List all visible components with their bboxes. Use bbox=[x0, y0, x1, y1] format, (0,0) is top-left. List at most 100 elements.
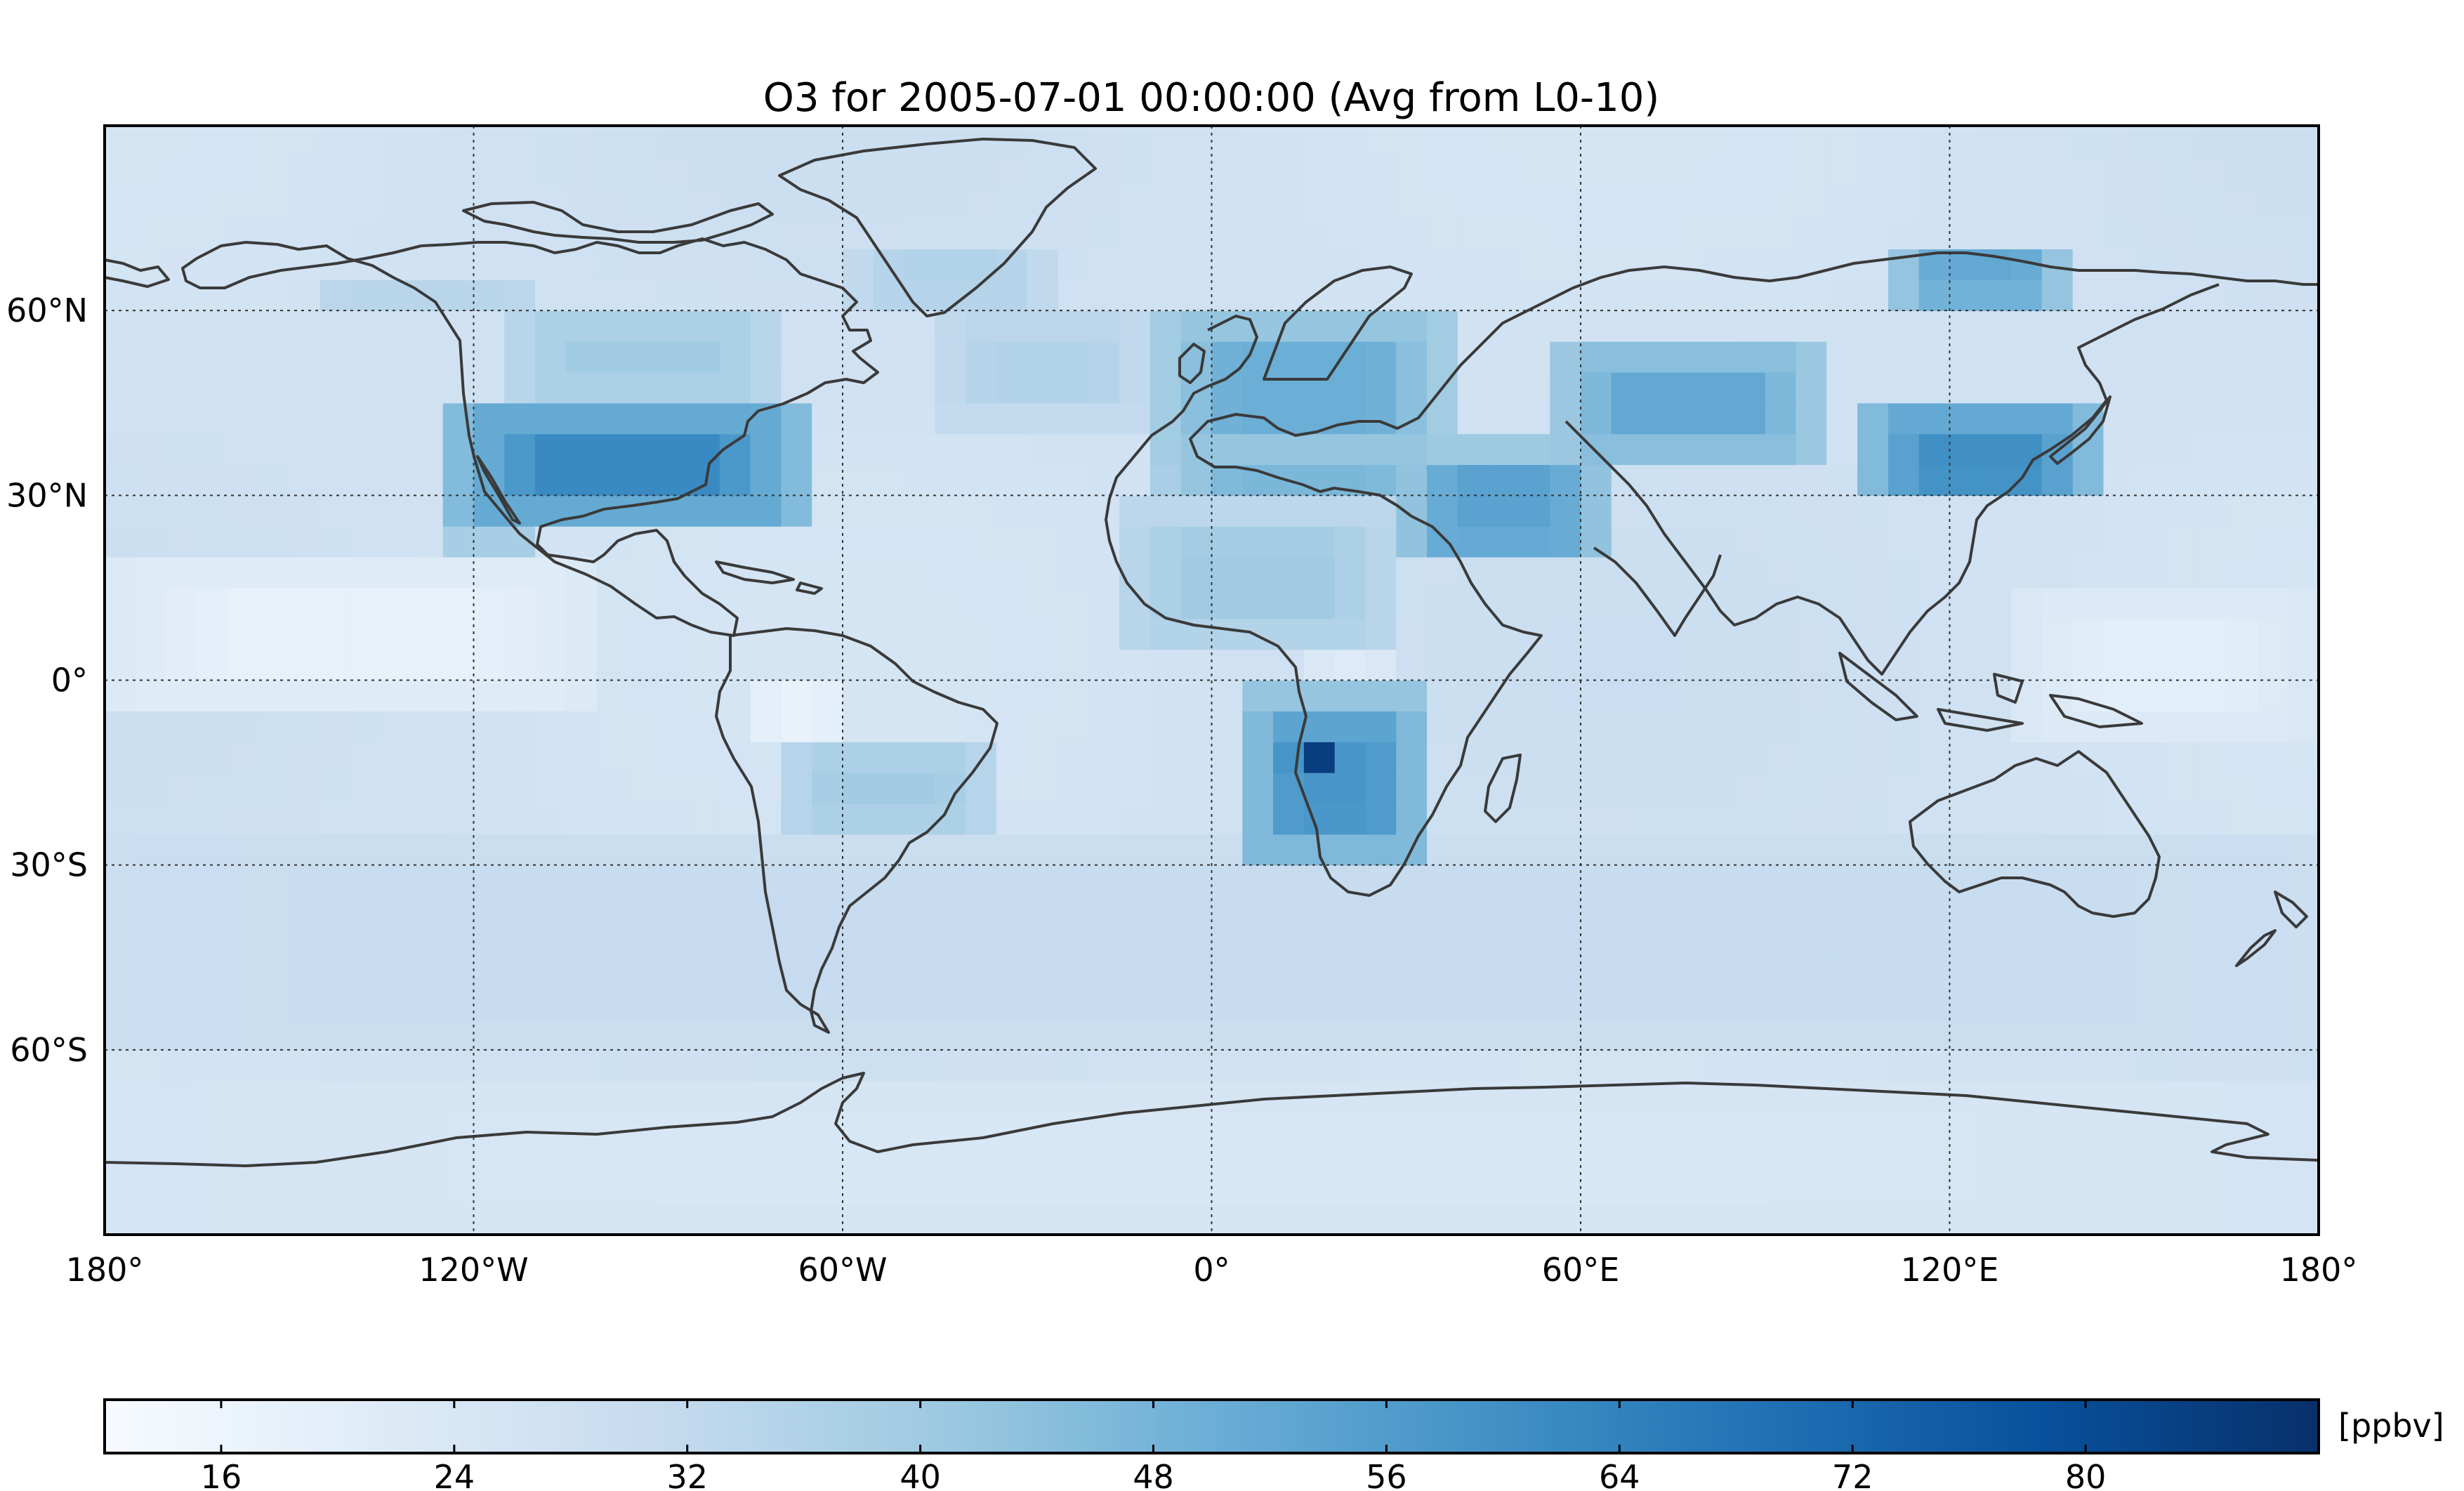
heatmap-cell bbox=[135, 618, 167, 650]
heatmap-cell bbox=[289, 957, 321, 989]
heatmap-cell bbox=[1887, 1080, 1920, 1112]
heatmap-cell bbox=[1365, 742, 1397, 773]
heatmap-cell bbox=[1180, 988, 1213, 1020]
colorbar-tick-label: 48 bbox=[1133, 1458, 1174, 1491]
heatmap-cell bbox=[1550, 526, 1581, 558]
heatmap-cell bbox=[750, 773, 782, 804]
heatmap-cell bbox=[197, 280, 228, 311]
heatmap-cell bbox=[1550, 711, 1581, 742]
colorbar-unit-label: [ppbv] bbox=[2338, 1407, 2444, 1445]
heatmap-cell bbox=[381, 587, 413, 619]
heatmap-cell bbox=[1457, 495, 1489, 527]
heatmap-cell bbox=[1734, 895, 1766, 927]
heatmap-cell bbox=[873, 1080, 905, 1112]
heatmap-cell bbox=[1334, 618, 1366, 650]
heatmap-cell bbox=[1857, 618, 1889, 650]
heatmap-cell bbox=[1519, 557, 1550, 589]
heatmap-cell bbox=[689, 1142, 720, 1174]
coastline-india bbox=[1593, 546, 1722, 637]
heatmap-cell bbox=[1211, 156, 1243, 188]
heatmap-cell bbox=[2226, 865, 2258, 897]
heatmap-cell bbox=[996, 402, 1028, 435]
heatmap-cell bbox=[873, 1204, 905, 1235]
heatmap-cell bbox=[750, 372, 782, 404]
heatmap-cell bbox=[1088, 495, 1120, 527]
heatmap-cell bbox=[319, 957, 351, 989]
heatmap-cell bbox=[1334, 280, 1366, 311]
heatmap-cell bbox=[135, 742, 167, 773]
heatmap-cell bbox=[1704, 988, 1735, 1020]
heatmap-cell bbox=[1704, 1049, 1735, 1082]
heatmap-cell bbox=[289, 1049, 321, 1082]
heatmap-cell bbox=[1918, 957, 1951, 989]
heatmap-cell bbox=[2011, 495, 2043, 527]
heatmap-cell bbox=[473, 1049, 505, 1082]
heatmap-cell bbox=[996, 526, 1028, 558]
heatmap-cell bbox=[812, 187, 843, 219]
heatmap-cell bbox=[1581, 218, 1612, 250]
heatmap-cell bbox=[1704, 957, 1735, 989]
heatmap-cell bbox=[350, 1080, 382, 1112]
heatmap-cell bbox=[904, 156, 935, 188]
heatmap-cell bbox=[1488, 249, 1520, 280]
heatmap-cell bbox=[689, 526, 720, 558]
heatmap-cell bbox=[105, 464, 136, 496]
heatmap-cell bbox=[1980, 618, 2012, 650]
heatmap-cell bbox=[658, 957, 690, 989]
heatmap-cell bbox=[1149, 433, 1182, 466]
heatmap-cell bbox=[1642, 433, 1673, 466]
heatmap-cell bbox=[1949, 1204, 1981, 1235]
heatmap-cell bbox=[2103, 126, 2135, 157]
heatmap-cell bbox=[719, 957, 751, 989]
heatmap-cell bbox=[1918, 495, 1951, 527]
heatmap-cell bbox=[719, 1018, 751, 1051]
heatmap-cell bbox=[473, 865, 505, 897]
heatmap-cell bbox=[350, 649, 382, 681]
heatmap-cell bbox=[1242, 834, 1274, 866]
heatmap-cell bbox=[504, 156, 536, 188]
heatmap-cell bbox=[1334, 926, 1366, 958]
heatmap-cell bbox=[535, 834, 567, 866]
heatmap-cell bbox=[2226, 526, 2258, 558]
heatmap-cell bbox=[1427, 495, 1458, 527]
heatmap-cell bbox=[1119, 834, 1151, 866]
heatmap-cell bbox=[2011, 988, 2043, 1020]
heatmap-cell bbox=[1119, 1204, 1151, 1235]
heatmap-cell bbox=[1550, 742, 1581, 773]
heatmap-cell bbox=[411, 1080, 444, 1112]
heatmap-cell bbox=[1857, 1142, 1889, 1174]
heatmap-cell bbox=[1457, 1142, 1489, 1174]
heatmap-cell bbox=[1642, 557, 1673, 589]
heatmap-cell bbox=[2288, 126, 2319, 157]
heatmap-cell bbox=[1273, 126, 1305, 157]
heatmap-cell bbox=[1734, 433, 1766, 466]
heatmap-cell bbox=[658, 1204, 690, 1235]
heatmap-cell bbox=[2226, 310, 2258, 342]
heatmap-cell bbox=[2072, 280, 2104, 311]
heatmap-cell bbox=[719, 742, 751, 773]
heatmap-cell bbox=[289, 156, 321, 188]
heatmap-cell bbox=[2288, 618, 2319, 650]
heatmap-cell bbox=[812, 1018, 843, 1051]
heatmap-cell bbox=[1949, 402, 1981, 435]
heatmap-cell bbox=[1058, 433, 1089, 466]
heatmap-cell bbox=[1673, 187, 1704, 219]
heatmap-cell bbox=[1980, 1049, 2012, 1082]
heatmap-cell bbox=[2226, 1173, 2258, 1204]
heatmap-cell bbox=[1457, 988, 1489, 1020]
heatmap-cell bbox=[1949, 803, 1981, 835]
heatmap-cell bbox=[719, 988, 751, 1020]
heatmap-cell bbox=[319, 711, 351, 742]
heatmap-cell bbox=[1088, 526, 1120, 558]
heatmap-cell bbox=[2195, 1080, 2227, 1112]
heatmap-cell bbox=[2257, 988, 2288, 1020]
heatmap-cell bbox=[135, 587, 167, 619]
heatmap-cell bbox=[1734, 1049, 1766, 1082]
heatmap-cell bbox=[535, 310, 567, 342]
heatmap-cell bbox=[166, 865, 197, 897]
heatmap-cell bbox=[2288, 773, 2319, 804]
heatmap-cell bbox=[473, 126, 505, 157]
heatmap-cell bbox=[1796, 803, 1827, 835]
heatmap-cell bbox=[1273, 834, 1305, 866]
heatmap-cell bbox=[381, 126, 413, 157]
